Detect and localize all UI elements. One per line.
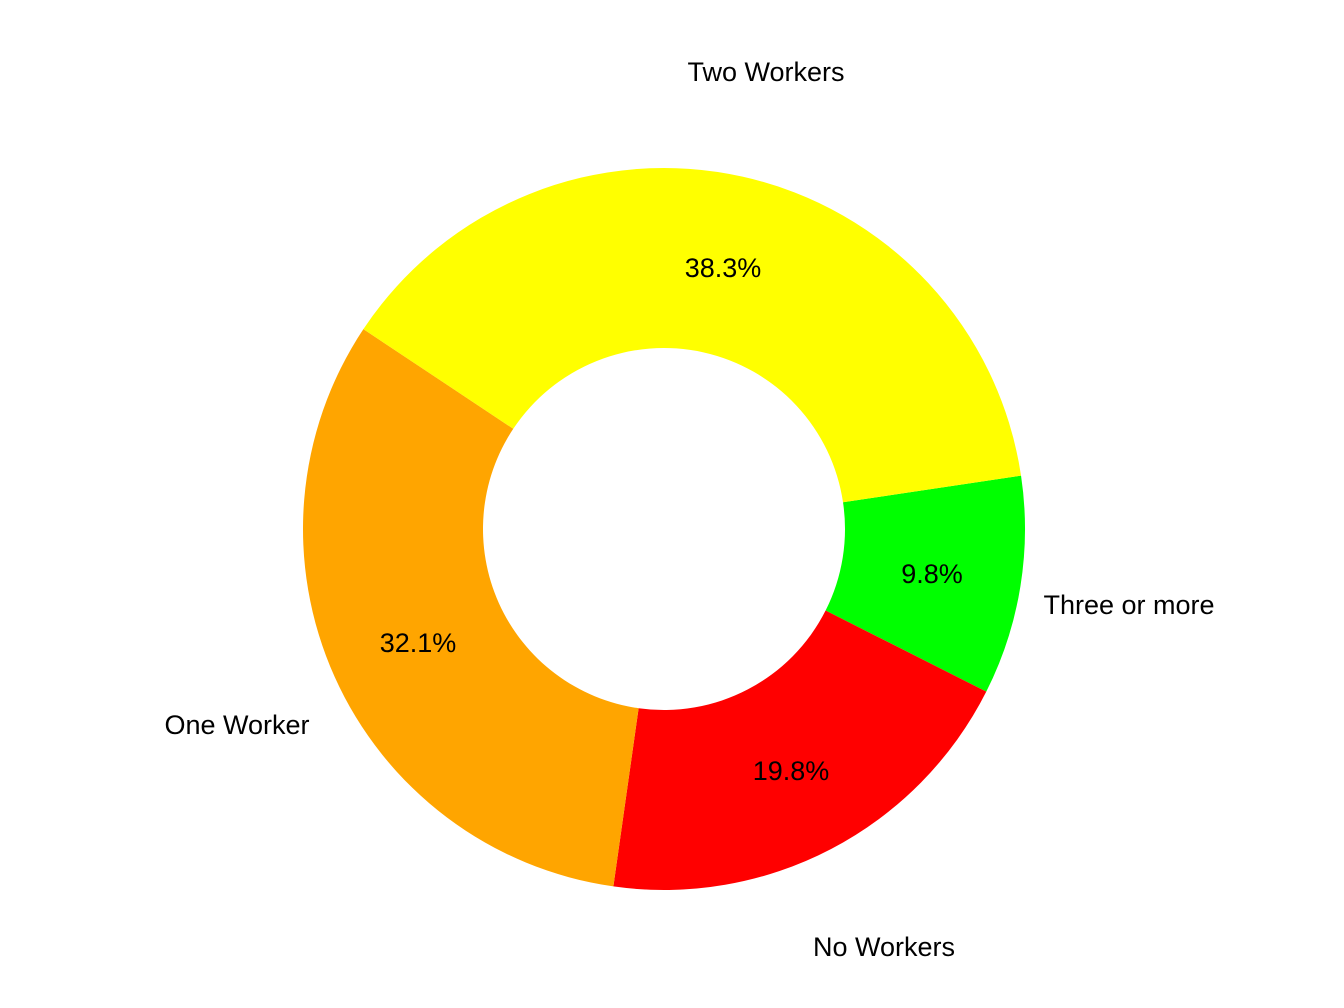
slice-three-or-more: [825, 475, 1025, 692]
category-label-one-worker: One Worker: [164, 710, 309, 740]
pct-label-one-worker: 32.1%: [380, 628, 457, 658]
slice-two-workers: [363, 168, 1022, 503]
category-label-no-workers: No Workers: [813, 932, 955, 962]
category-labels: Three or more No Workers One Worker Two …: [164, 57, 1214, 962]
pct-label-no-workers: 19.8%: [753, 756, 830, 786]
pct-label-three-or-more: 9.8%: [901, 559, 963, 589]
pct-label-two-workers: 38.3%: [685, 253, 762, 283]
slice-one-worker: [302, 329, 639, 887]
category-label-three-or-more: Three or more: [1043, 590, 1214, 620]
slice-no-workers: [613, 610, 987, 890]
percentage-labels: 9.8% 19.8% 32.1% 38.3%: [380, 253, 963, 786]
category-label-two-workers: Two Workers: [687, 57, 844, 87]
donut-slices: [302, 168, 1025, 890]
